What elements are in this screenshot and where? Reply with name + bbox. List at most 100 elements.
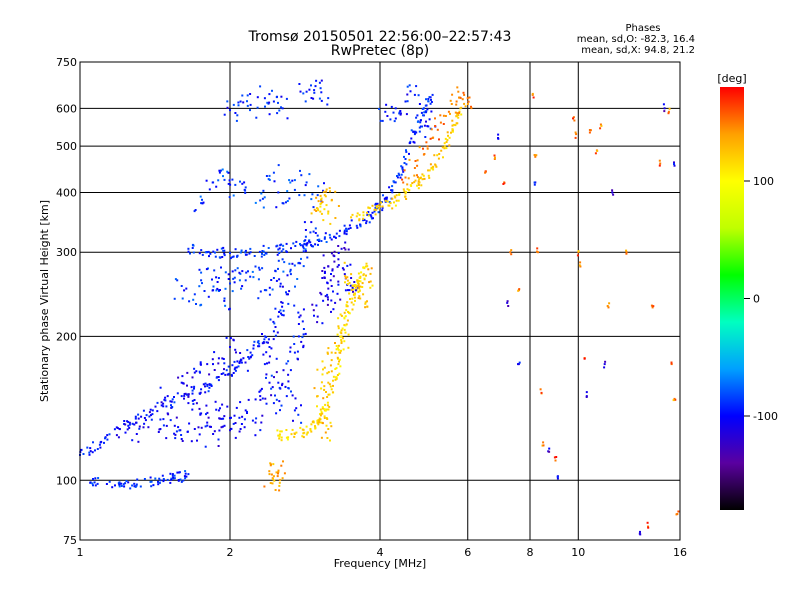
- echo-point: [324, 190, 327, 193]
- echo-point: [252, 344, 255, 347]
- echo-point: [444, 137, 447, 140]
- echo-point: [393, 201, 395, 204]
- echo-point: [349, 227, 352, 229]
- echo-point: [555, 456, 558, 458]
- echo-point: [259, 85, 262, 88]
- echo-point: [542, 441, 545, 444]
- echo-point: [265, 402, 268, 405]
- echo-point: [265, 373, 268, 376]
- echo-point: [281, 384, 283, 387]
- echo-point: [553, 456, 556, 459]
- echo-point: [396, 175, 398, 177]
- echo-point: [341, 327, 344, 330]
- echo-point: [354, 299, 356, 302]
- echo-point: [439, 114, 442, 117]
- echo-point: [326, 303, 329, 306]
- echo-point: [418, 178, 421, 181]
- echo-point: [224, 373, 227, 376]
- echo-point: [625, 249, 628, 252]
- echo-point: [227, 365, 230, 368]
- echo-point: [399, 112, 402, 115]
- echo-point: [218, 417, 221, 420]
- echo-point: [191, 408, 194, 411]
- echo-point: [214, 251, 216, 254]
- echo-point: [86, 446, 89, 449]
- echo-point: [237, 365, 240, 368]
- echo-point: [417, 182, 420, 185]
- echo-point: [254, 265, 257, 268]
- echo-point: [281, 305, 284, 308]
- echo-point: [234, 369, 237, 372]
- echo-point: [258, 342, 261, 345]
- echo-point: [305, 433, 308, 436]
- echo-point: [247, 356, 250, 358]
- echo-point: [351, 286, 354, 289]
- echo-point: [319, 194, 322, 197]
- echo-point: [406, 85, 409, 88]
- echo-point: [217, 357, 220, 360]
- echo-point: [285, 293, 288, 296]
- echo-point: [198, 407, 201, 410]
- echo-point: [273, 322, 276, 325]
- echo-point: [371, 204, 374, 207]
- echo-point: [603, 366, 606, 369]
- echo-point: [293, 179, 296, 182]
- echo-point: [344, 331, 347, 334]
- echo-point: [199, 363, 202, 366]
- echo-point: [359, 297, 362, 300]
- echo-point: [328, 233, 331, 236]
- echo-point: [249, 93, 252, 95]
- echo-point: [120, 482, 123, 485]
- echo-point: [317, 200, 320, 203]
- echo-point: [338, 229, 341, 232]
- echo-point: [419, 125, 422, 128]
- colorbar-tick-label: 100: [753, 175, 774, 188]
- echo-point: [274, 326, 277, 328]
- echo-point: [238, 362, 241, 364]
- echo-point: [239, 359, 242, 362]
- echo-point: [234, 348, 237, 351]
- echo-point: [198, 285, 201, 288]
- echo-point: [418, 103, 421, 105]
- echo-point: [356, 279, 359, 282]
- echo-point: [280, 106, 282, 109]
- echo-point: [340, 329, 343, 332]
- echo-point: [180, 381, 183, 384]
- echo-point: [128, 423, 131, 426]
- echo-point: [310, 84, 312, 87]
- echo-point: [574, 136, 577, 139]
- echo-point: [425, 111, 427, 114]
- echo-point: [226, 373, 229, 376]
- echo-point: [333, 250, 336, 253]
- echo-point: [320, 79, 323, 82]
- echo-point: [133, 482, 136, 485]
- echo-point: [327, 298, 329, 301]
- echo-point: [193, 387, 195, 390]
- echo-point: [261, 197, 264, 200]
- echo-point: [658, 159, 661, 162]
- echo-point: [310, 212, 313, 215]
- echo-point: [191, 376, 194, 379]
- echo-point: [385, 196, 388, 199]
- echo-point: [428, 169, 431, 172]
- echo-point: [335, 367, 338, 370]
- echo-point: [289, 270, 292, 273]
- echo-point: [292, 419, 294, 422]
- stats-x-mode: mean, sd,X: 94.8, 21.2: [581, 45, 695, 56]
- echo-point: [301, 320, 304, 323]
- echo-point: [447, 134, 449, 137]
- echo-point: [350, 289, 353, 291]
- echo-point: [345, 228, 348, 231]
- echo-point: [339, 351, 342, 354]
- echo-point: [326, 103, 329, 106]
- echo-point: [137, 413, 140, 416]
- echo-point: [217, 445, 220, 447]
- echo-point: [323, 182, 325, 185]
- echo-point: [144, 419, 147, 422]
- echo-point: [663, 107, 666, 110]
- echo-point: [298, 83, 301, 85]
- echo-point: [440, 149, 443, 152]
- echo-point: [108, 433, 111, 436]
- echo-point: [94, 477, 97, 480]
